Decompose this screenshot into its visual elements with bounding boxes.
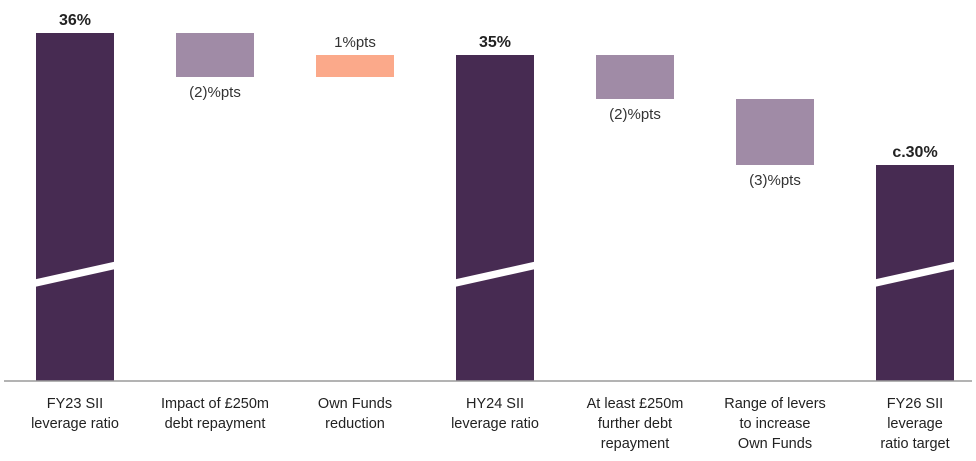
value-label-4: 35% <box>479 34 511 51</box>
category-label-7: FY26 SII leverage ratio target <box>880 396 949 452</box>
bar-3 <box>316 55 394 77</box>
bars-layer <box>36 33 954 381</box>
category-label-1: FY23 SII leverage ratio <box>31 396 119 432</box>
value-label-6: (3)%pts <box>749 172 801 189</box>
axis-break-4 <box>449 260 541 288</box>
category-label-5: At least £250m further debt repayment <box>587 396 684 452</box>
bar-6 <box>736 99 814 165</box>
value-label-2: (2)%pts <box>189 84 241 101</box>
axis-breaks-layer <box>29 260 961 288</box>
category-label-3: Own Funds reduction <box>318 396 392 432</box>
bar-2 <box>176 33 254 77</box>
category-label-4: HY24 SII leverage ratio <box>451 396 539 432</box>
value-label-3: 1%pts <box>334 34 376 51</box>
bar-5 <box>596 55 674 99</box>
value-label-5: (2)%pts <box>609 106 661 123</box>
category-labels-layer: FY23 SII leverage ratio Impact of £250m deb… <box>31 396 950 452</box>
value-label-1: 36% <box>59 12 91 29</box>
category-label-2: Impact of £250m debt repayment <box>161 396 269 432</box>
bar-4 <box>456 55 534 381</box>
bar-1 <box>36 33 114 381</box>
category-label-6: Range of levers to increase Own Funds <box>724 396 826 452</box>
axis-break-7 <box>869 260 961 288</box>
value-labels-layer: 36% (2)%pts 1%pts 35% (2)%pts (3)%pts c.30% <box>59 12 938 189</box>
axis-break-1 <box>29 260 121 288</box>
value-label-7: c.30% <box>892 144 937 161</box>
